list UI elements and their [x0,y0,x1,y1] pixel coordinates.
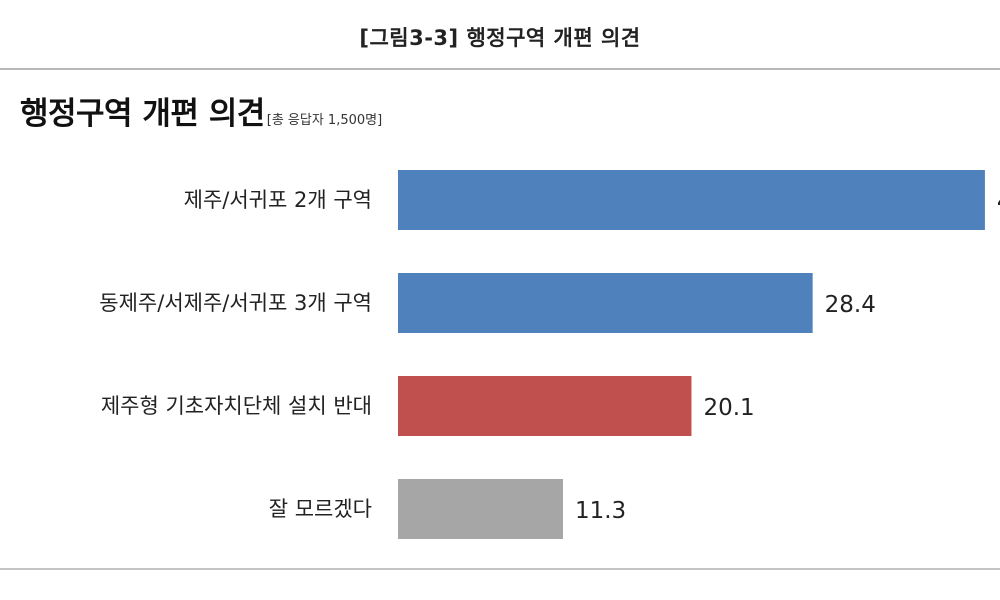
bar-3 [398,479,563,539]
value-label-3: 11.3 [575,498,626,524]
figure-caption: [그림3-3] 행정구역 개편 의견 [359,26,641,50]
category-label-1: 동제주/서제주/서귀포 3개 구역 [99,291,372,315]
value-label-1: 28.4 [825,292,876,318]
top-divider [0,68,1000,70]
chart-title-block: 행정구역 개편 의견 [총 응답자 1,500명] [20,88,382,133]
bar-1 [398,273,813,333]
category-label-0: 제주/서귀포 2개 구역 [184,188,372,212]
bottom-divider [0,568,1000,570]
value-label-0: 4 [997,189,1000,215]
value-label-2: 20.1 [703,395,754,421]
bar-0 [398,170,985,230]
category-label-3: 잘 모르겠다 [269,497,372,521]
chart-title: 행정구역 개편 의견 [20,96,265,132]
chart-subtitle: [총 응답자 1,500명] [266,113,383,128]
category-label-2: 제주형 기초자치단체 설치 반대 [101,394,372,418]
bar-2 [398,376,692,436]
